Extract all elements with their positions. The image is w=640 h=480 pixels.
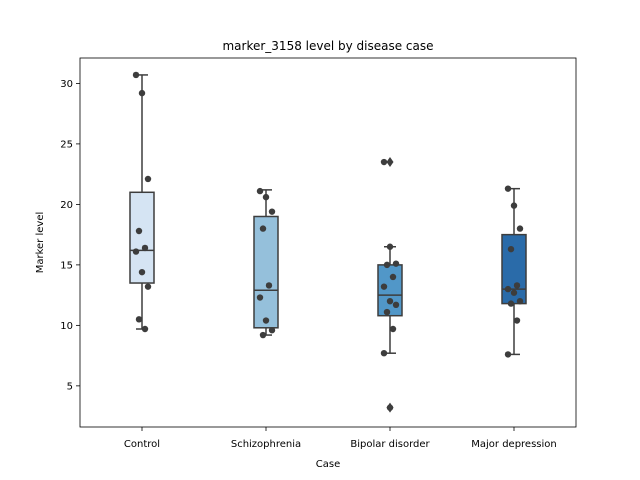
data-point <box>383 308 391 316</box>
y-tick-label: 30 <box>60 79 73 90</box>
x-axis: Control Schizophrenia Bipolar disorder Majo… <box>124 427 557 450</box>
data-point <box>259 331 267 339</box>
data-point <box>132 248 140 255</box>
data-point <box>259 225 267 232</box>
data-point <box>138 268 146 276</box>
data-point <box>268 208 276 215</box>
data-point <box>513 317 521 324</box>
data-point <box>504 185 512 192</box>
data-point <box>516 297 524 305</box>
y-tick-label: 5 <box>67 381 73 392</box>
data-point <box>386 243 394 250</box>
box-group <box>129 74 155 330</box>
data-point <box>513 282 521 289</box>
data-point <box>262 317 270 324</box>
data-point <box>504 285 512 293</box>
data-point <box>386 297 394 305</box>
data-point <box>268 327 276 334</box>
y-axis: 5 10 15 20 25 30 <box>60 79 80 392</box>
data-point <box>135 227 143 235</box>
x-tick-label: Schizophrenia <box>231 439 301 450</box>
data-point <box>383 261 391 269</box>
data-point <box>141 244 149 252</box>
data-point <box>144 175 152 183</box>
data-point <box>380 350 388 357</box>
data-point <box>256 294 264 301</box>
y-tick-label: 10 <box>60 321 73 332</box>
data-point <box>510 202 518 209</box>
data-point <box>144 283 152 290</box>
data-point <box>389 325 397 333</box>
y-tick-label: 25 <box>60 139 73 150</box>
outlier-marker <box>386 157 394 168</box>
data-point <box>380 158 388 166</box>
data-point <box>138 89 146 97</box>
data-point <box>141 325 149 333</box>
data-point <box>516 225 524 232</box>
data-point <box>135 316 143 323</box>
data-point <box>392 260 400 267</box>
x-tick-label: Bipolar disorder <box>350 439 430 450</box>
data-point <box>262 193 270 201</box>
data-point <box>510 289 518 296</box>
chart-title: marker_3158 level by disease case <box>222 39 433 53</box>
data-point <box>507 245 515 253</box>
y-axis-label: Marker level <box>35 212 46 274</box>
plot-frame <box>79 57 577 428</box>
plot-area <box>129 71 527 413</box>
data-point <box>380 283 388 290</box>
data-point <box>392 301 400 309</box>
y-tick-label: 20 <box>60 200 73 211</box>
data-point <box>507 300 515 307</box>
x-axis-label: Case <box>316 459 340 470</box>
data-point <box>504 351 512 358</box>
data-point <box>132 71 140 79</box>
box-iqr <box>253 215 279 329</box>
data-point <box>386 404 394 411</box>
data-point <box>389 273 397 281</box>
data-point <box>256 187 264 195</box>
box-iqr <box>377 264 403 317</box>
x-tick-label: Major depression <box>471 439 557 450</box>
x-tick-label: Control <box>124 439 160 450</box>
y-tick-label: 15 <box>60 260 73 271</box>
box-iqr <box>129 191 155 284</box>
data-point <box>265 282 273 289</box>
